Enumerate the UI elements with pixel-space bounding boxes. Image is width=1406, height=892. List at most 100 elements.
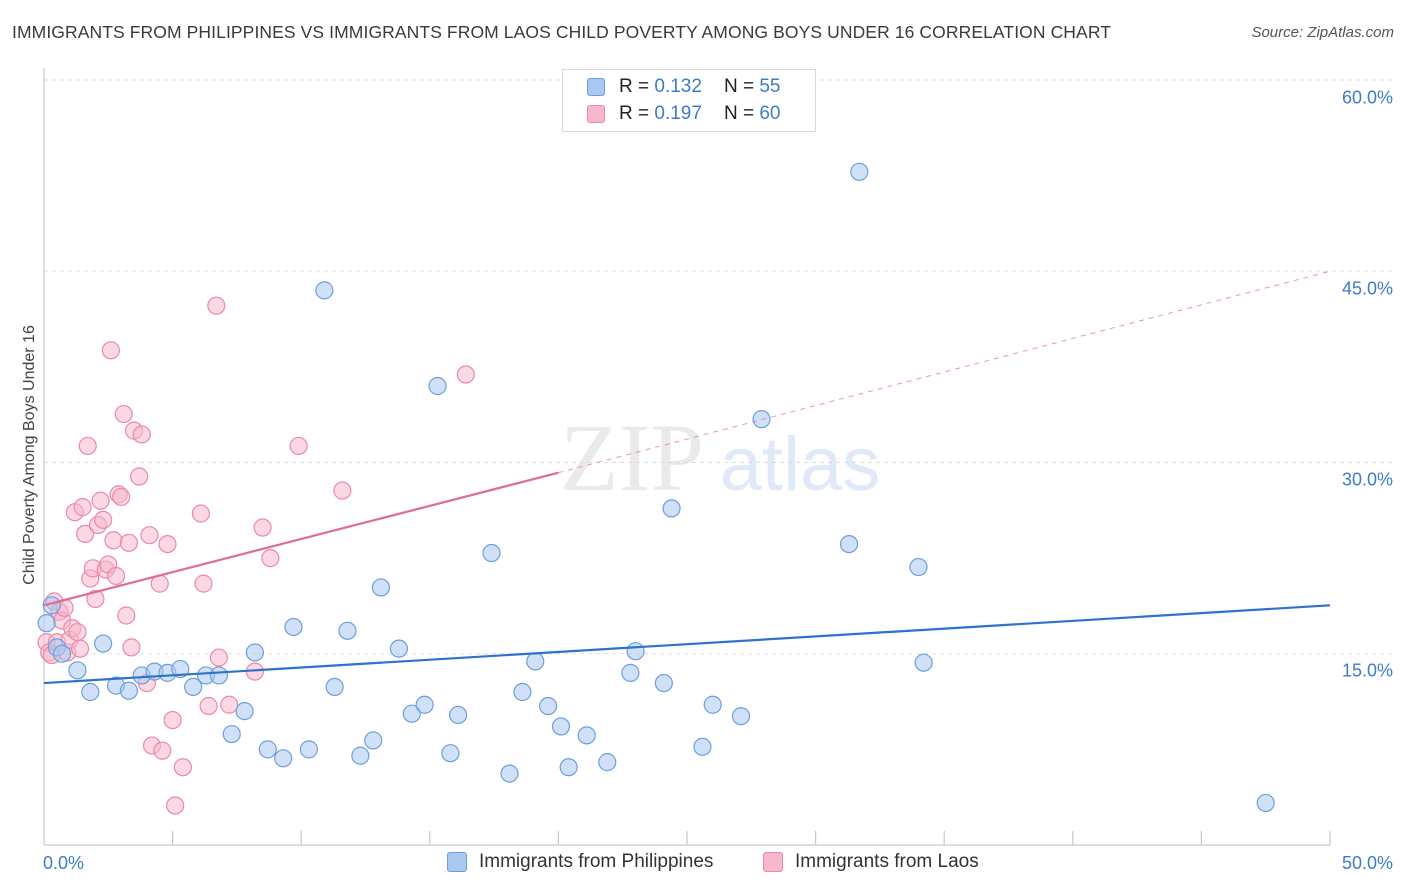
laos-point [153, 741, 172, 760]
laos-point [117, 606, 136, 625]
philippines-point [258, 740, 277, 759]
laos-point [209, 648, 228, 667]
philippines-point [448, 705, 468, 725]
x-tick-right: 50.0% [1341, 853, 1393, 873]
laos-point [119, 533, 138, 552]
laos-trend-extension [558, 270, 1331, 474]
philippines-point [184, 677, 203, 697]
philippines-point [364, 731, 383, 750]
laos-point [78, 436, 97, 456]
philippines-point [621, 663, 640, 682]
philippines-point [703, 695, 722, 714]
philippines-point [351, 746, 370, 765]
laos-point [73, 498, 92, 517]
y-tick-60: 60.0% [1341, 87, 1393, 108]
laos-point [173, 758, 192, 777]
philippines-point [914, 653, 933, 672]
philippines-point [371, 578, 391, 597]
laos-point [130, 467, 149, 486]
correlation-legend: R = 0.132 N = 55 R = 0.197 N = 60 [562, 69, 816, 132]
y-tick-45: 45.0% [1341, 278, 1393, 299]
bottom-legend-swatch-blue [447, 852, 467, 872]
series-philippines-points [37, 162, 1275, 813]
laos-point [70, 639, 90, 658]
philippines-point [513, 682, 532, 702]
laos-point [191, 504, 210, 523]
laos-point [76, 524, 95, 544]
laos-point [194, 574, 213, 593]
source-attribution: Source: ZipAtlas.com [1251, 24, 1394, 41]
y-tick-15: 15.0% [1341, 660, 1393, 681]
laos-point [91, 491, 110, 510]
philippines-point [284, 617, 303, 637]
laos-point [112, 487, 131, 507]
philippines-point [839, 534, 859, 554]
laos-point [289, 436, 308, 456]
philippines-point [598, 753, 617, 772]
legend-r-label: R = [619, 76, 650, 97]
legend-n-value: 60 [759, 103, 781, 124]
philippines-point [222, 724, 241, 744]
laos-point [220, 695, 239, 714]
laos-point [158, 534, 177, 554]
philippines-point [428, 376, 447, 396]
bottom-legend-label: Immigrants from Laos [795, 851, 979, 872]
axes [43, 68, 1331, 846]
bottom-legend-label: Immigrants from Philippines [479, 851, 714, 872]
series-laos-points [37, 296, 475, 815]
legend-row-laos: R = 0.197 N = 60 [587, 101, 780, 127]
philippines-point [539, 696, 558, 716]
chart-title: IMMIGRANTS FROM PHILIPPINES VS IMMIGRANT… [12, 22, 1112, 42]
legend-r-value: 0.132 [654, 76, 702, 97]
laos-point [456, 365, 475, 384]
laos-point [106, 566, 126, 586]
philippines-point [482, 543, 501, 563]
philippines-point [245, 643, 265, 662]
philippines-point [37, 614, 56, 633]
philippines-point [402, 704, 421, 723]
legend-swatch-pink [587, 105, 605, 123]
philippines-point [68, 661, 87, 680]
philippines-point [299, 740, 319, 759]
philippines-point [626, 642, 645, 661]
philippines-point [577, 726, 596, 745]
philippines-point [209, 666, 228, 685]
philippines-point [325, 677, 344, 697]
laos-trend-line [43, 471, 559, 607]
philippines-point [171, 659, 190, 679]
laos-point [94, 510, 113, 529]
legend-swatch-blue [587, 78, 605, 96]
legend-n-label: N = [723, 76, 755, 97]
philippines-point [909, 557, 928, 577]
philippines-point [559, 758, 578, 777]
watermark-atlas: atlas [720, 422, 881, 507]
laos-point [86, 589, 105, 609]
laos-point [122, 638, 141, 657]
laos-point [114, 404, 133, 424]
philippines-point [52, 644, 72, 663]
philippines-point [81, 682, 100, 702]
philippines-point [338, 621, 357, 640]
grid-lines [44, 79, 1392, 655]
philippines-point [526, 652, 545, 671]
laos-point [101, 341, 120, 360]
philippines-point [315, 281, 334, 300]
trend-lines [43, 270, 1331, 685]
legend-row-philippines: R = 0.132 N = 55 [587, 74, 780, 100]
philippines-point [42, 596, 61, 615]
x-tick-left: 0.0% [43, 853, 85, 873]
philippines-point [731, 707, 751, 726]
philippines-point [441, 744, 460, 763]
legend-r-label: R = [619, 103, 650, 124]
laos-point [104, 531, 123, 550]
bottom-legend-laos: Immigrants from Laos [763, 851, 979, 873]
watermark: ZIP atlas [560, 404, 880, 511]
philippines-point [662, 499, 681, 518]
laos-point [140, 526, 159, 545]
philippines-point [850, 162, 869, 181]
y-tick-30: 30.0% [1341, 469, 1393, 490]
legend-n-label: N = [723, 103, 755, 124]
laos-point [132, 425, 151, 444]
philippines-point [119, 681, 138, 700]
legend-n-value: 55 [759, 76, 781, 97]
